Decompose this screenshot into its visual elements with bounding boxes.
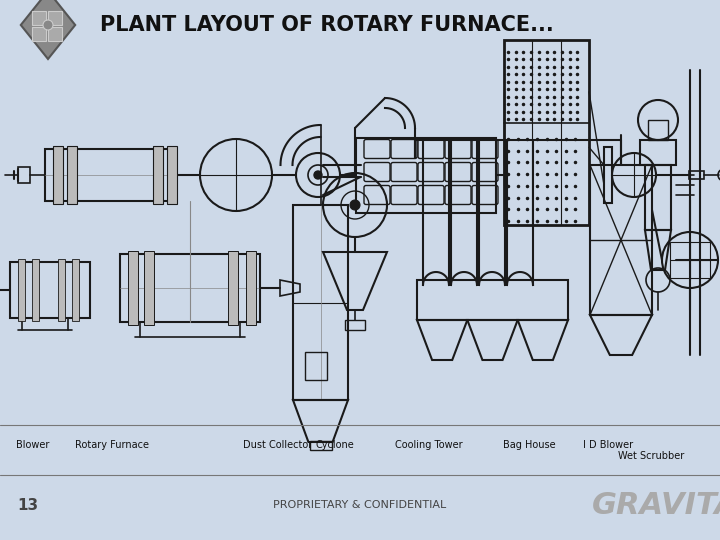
Bar [120, 254, 260, 322]
Text: 13: 13 [17, 497, 39, 512]
Text: Wet Scrubber: Wet Scrubber [618, 451, 685, 461]
Circle shape [43, 20, 53, 30]
Bar [604, 147, 612, 203]
Bar [648, 120, 668, 140]
Text: Bag House: Bag House [503, 440, 556, 450]
Text: I D Blower: I D Blower [583, 440, 634, 450]
Bar [48, 11, 62, 25]
Text: Rotary Furnace: Rotary Furnace [75, 440, 148, 450]
Text: PROPRIETARY & CONFIDENTIAL: PROPRIETARY & CONFIDENTIAL [274, 500, 446, 510]
Bar [58, 259, 65, 321]
Polygon shape [21, 0, 75, 59]
Bar [32, 27, 46, 41]
Bar [640, 140, 676, 165]
Bar [504, 40, 589, 225]
Bar [167, 146, 177, 204]
Bar [689, 171, 704, 179]
Bar [144, 251, 154, 325]
Text: Blower: Blower [16, 440, 49, 450]
Bar [128, 251, 138, 325]
Bar [48, 27, 62, 41]
Bar [293, 205, 348, 400]
Bar [345, 320, 365, 330]
Bar [18, 259, 25, 321]
Bar [590, 165, 652, 315]
Text: Cyclone: Cyclone [315, 440, 354, 450]
Text: PLANT LAYOUT OF ROTARY FURNACE...: PLANT LAYOUT OF ROTARY FURNACE... [100, 15, 554, 35]
Bar [305, 352, 327, 380]
Bar [246, 251, 256, 325]
Bar [32, 11, 46, 25]
Bar [228, 251, 238, 325]
Circle shape [350, 200, 360, 210]
Circle shape [314, 171, 322, 179]
Bar [417, 280, 568, 320]
Bar [153, 146, 163, 204]
Bar [45, 149, 175, 201]
Bar [10, 262, 90, 318]
Bar [0, 0, 720, 50]
Bar [645, 165, 671, 230]
Bar [53, 146, 63, 204]
Text: GRAVITA: GRAVITA [592, 490, 720, 519]
Bar [67, 146, 77, 204]
Text: Dust Collector: Dust Collector [243, 440, 312, 450]
Bar [32, 259, 39, 321]
Bar [356, 138, 496, 213]
Bar [72, 259, 79, 321]
Text: Cooling Tower: Cooling Tower [395, 440, 462, 450]
Bar [18, 167, 30, 183]
Bar [310, 441, 331, 450]
Bar [670, 242, 710, 278]
